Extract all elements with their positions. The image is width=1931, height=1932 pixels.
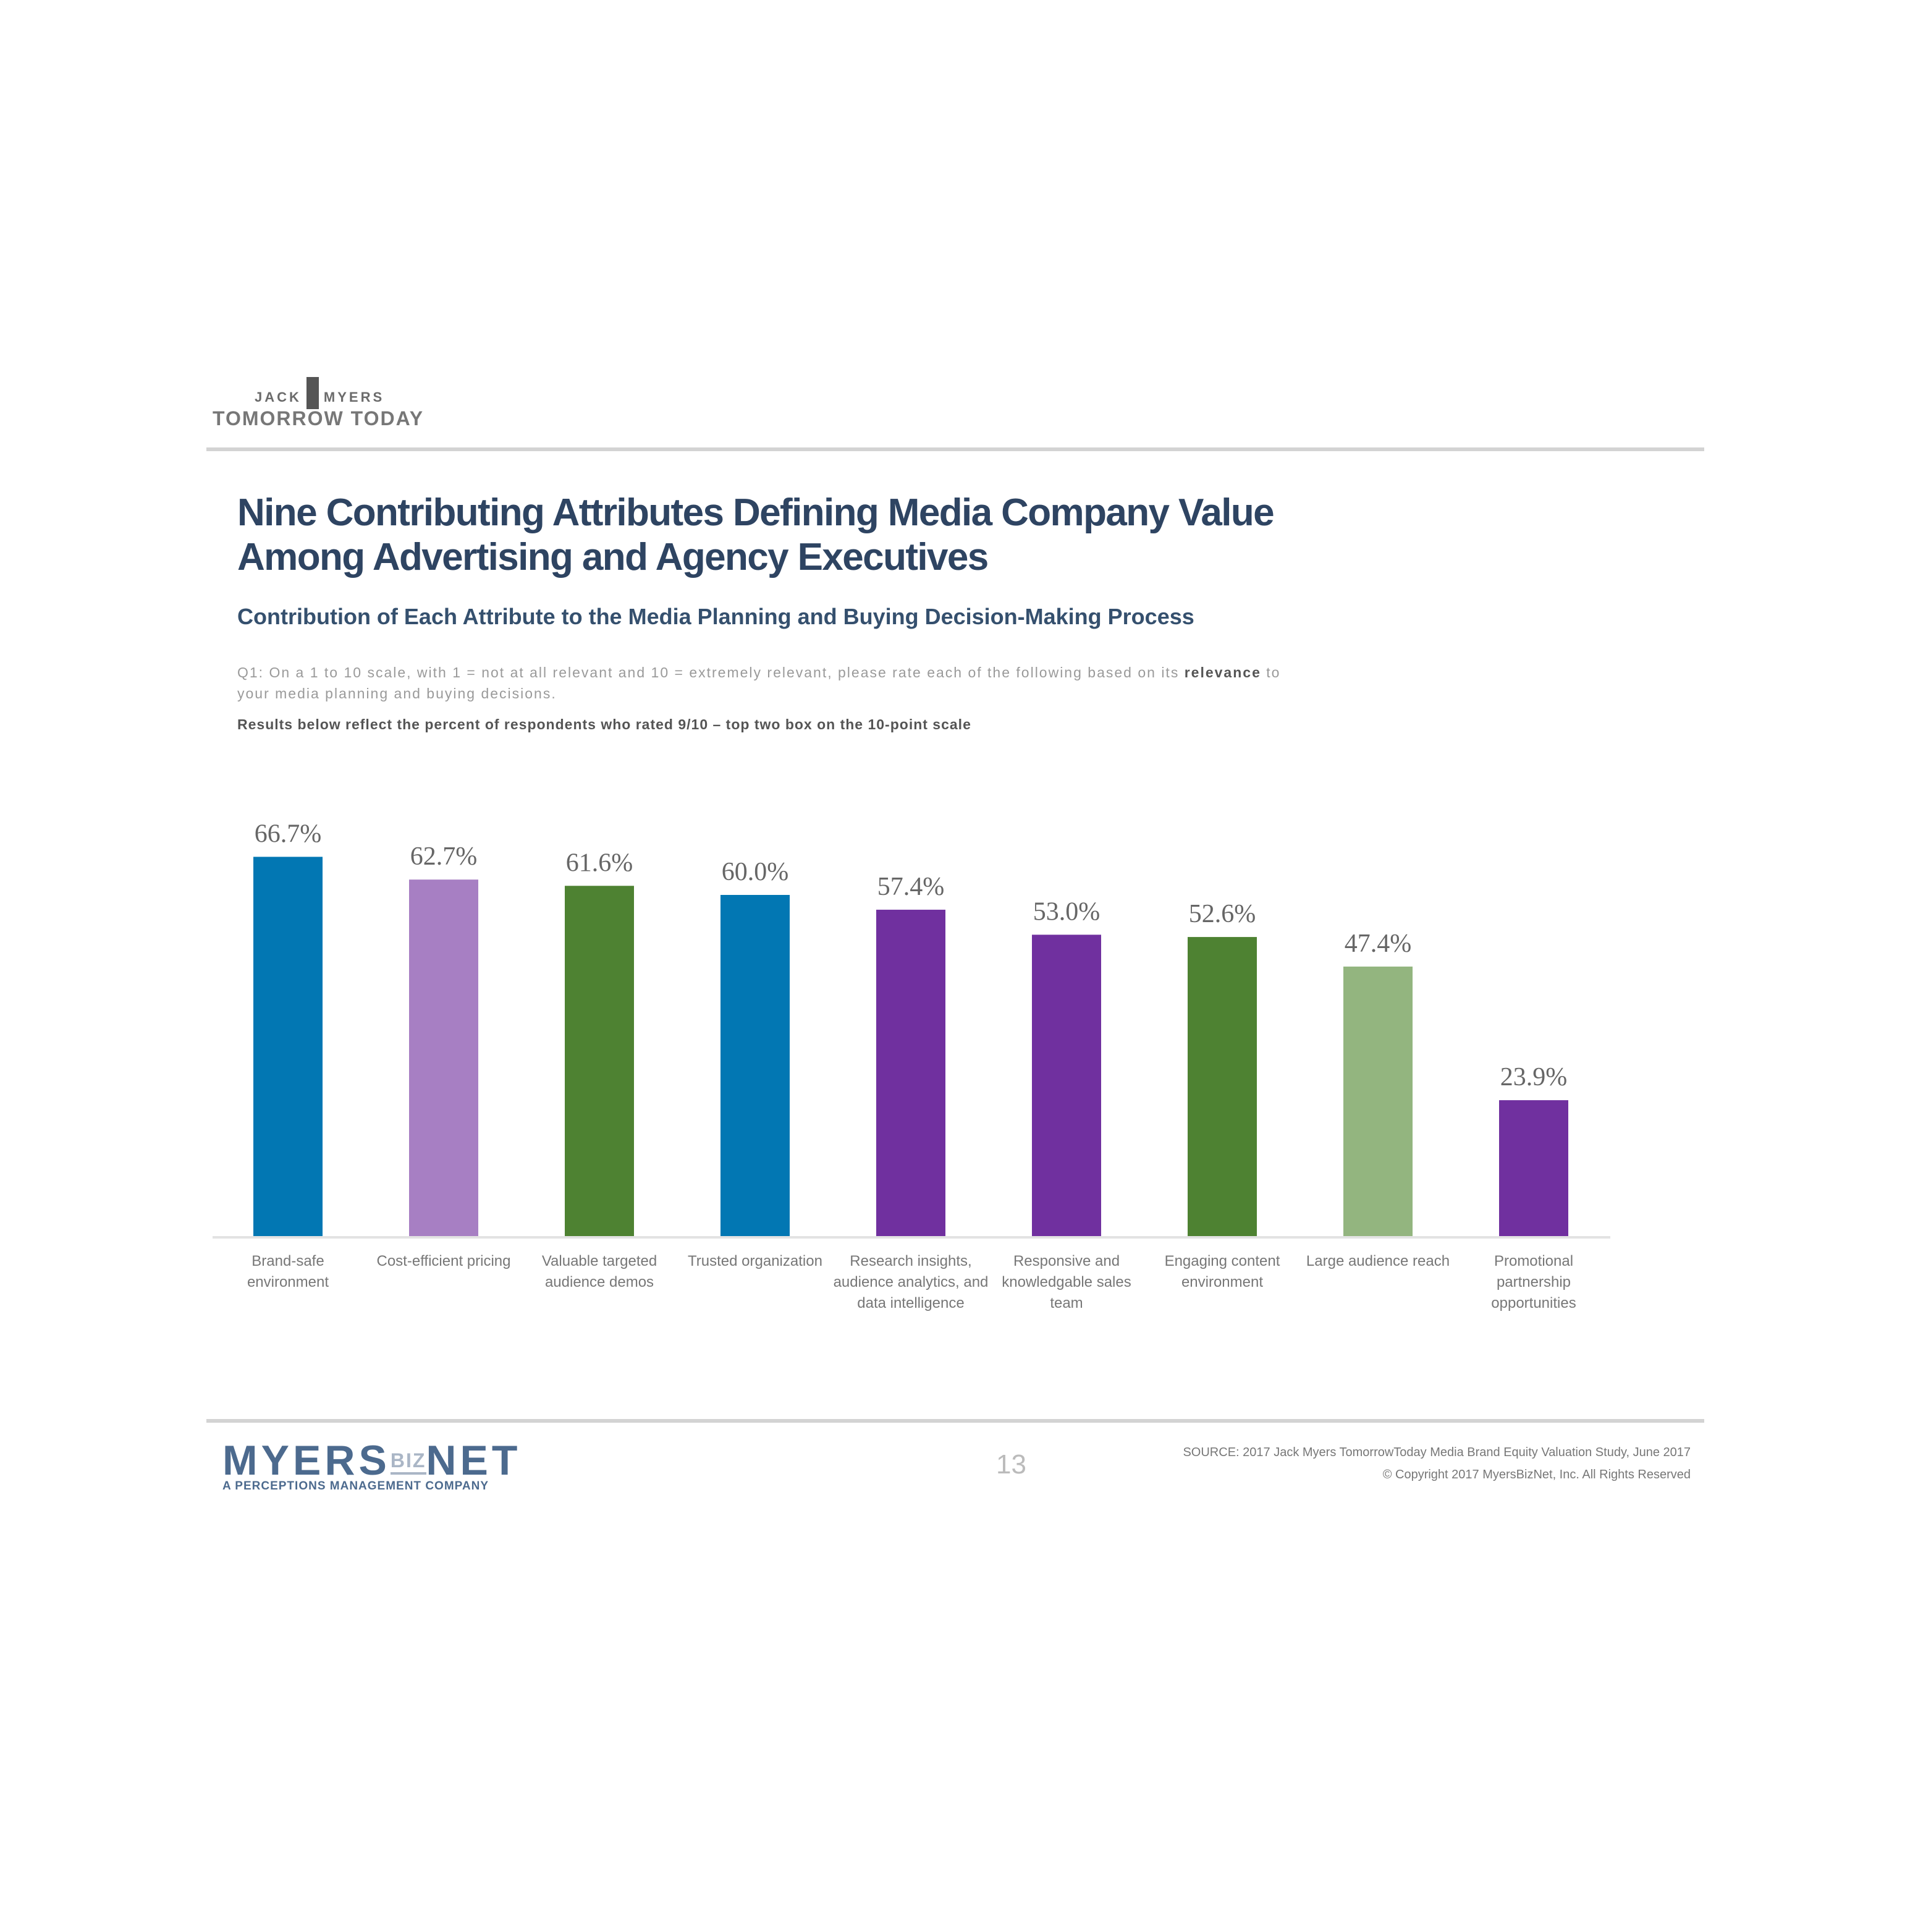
bar xyxy=(1188,937,1257,1236)
bar xyxy=(876,909,945,1236)
data-label: 62.7% xyxy=(410,842,478,871)
page-subtitle: Contribution of Each Attribute to the Me… xyxy=(237,604,1194,629)
logo-tagline-footer: A PERCEPTIONS MANAGEMENT COMPANY xyxy=(222,1480,489,1493)
bar xyxy=(720,895,790,1236)
data-label: 61.6% xyxy=(566,849,633,877)
footer-divider xyxy=(206,1419,1704,1423)
category-label: Engaging content environment xyxy=(1164,1252,1280,1290)
data-label: 47.4% xyxy=(1345,930,1412,958)
data-label: 57.4% xyxy=(877,873,945,901)
question-bold: relevance xyxy=(1184,666,1261,681)
page-title: Nine Contributing Attributes Defining Me… xyxy=(237,491,1275,578)
source-text: SOURCE: 2017 Jack Myers TomorrowToday Me… xyxy=(1183,1446,1691,1460)
question-text: Q1: On a 1 to 10 scale, with 1 = not at … xyxy=(237,664,1300,706)
category-label: Large audience reach xyxy=(1306,1252,1450,1269)
logo-t-icon xyxy=(306,377,319,409)
logo-jack: JACK xyxy=(255,391,302,405)
source-note: SOURCE: 2017 Jack Myers TomorrowToday Me… xyxy=(1183,1443,1691,1487)
category-label: Promotional partnership opportunities xyxy=(1491,1252,1576,1311)
category-label: Brand-safe environment xyxy=(247,1252,329,1290)
bar xyxy=(1032,934,1101,1236)
logo-myers-text: MYERS xyxy=(222,1438,391,1485)
header-divider xyxy=(206,447,1704,451)
myersbiznet-logo: MYERSBIZNET xyxy=(222,1438,521,1486)
bar xyxy=(409,879,478,1236)
page-number: 13 xyxy=(996,1449,1026,1480)
logo-tagline: TOMORROW TODAY xyxy=(213,409,425,430)
bar xyxy=(1499,1100,1568,1236)
jack-myers-logo: JACK MYERS TOMORROW TODAY xyxy=(213,377,424,431)
data-label: 60.0% xyxy=(722,858,789,886)
category-label: Cost-efficient pricing xyxy=(376,1252,511,1269)
results-note: Results below reflect the percent of res… xyxy=(237,718,971,733)
category-label: Responsive and knowledgable sales team xyxy=(1002,1252,1131,1311)
bar xyxy=(253,857,323,1236)
data-label: 52.6% xyxy=(1189,900,1256,928)
logo-net-text: NET xyxy=(426,1438,522,1485)
category-label: Trusted organization xyxy=(688,1252,822,1269)
category-label: Research insights, audience analytics, a… xyxy=(833,1252,989,1311)
bar xyxy=(1343,966,1413,1236)
data-label: 23.9% xyxy=(1500,1063,1568,1091)
logo-biz-text: BIZ xyxy=(390,1451,426,1475)
copyright-text: © Copyright 2017 MyersBizNet, Inc. All R… xyxy=(1382,1468,1691,1482)
question-pre: Q1: On a 1 to 10 scale, with 1 = not at … xyxy=(237,666,1185,681)
question-post: to your media planning and buying decisi… xyxy=(237,666,1281,702)
data-label: 66.7% xyxy=(255,820,322,848)
data-label: 53.0% xyxy=(1033,897,1101,926)
bar xyxy=(565,886,634,1236)
category-label: Valuable targeted audience demos xyxy=(541,1252,657,1290)
logo-myers: MYERS xyxy=(323,391,385,405)
